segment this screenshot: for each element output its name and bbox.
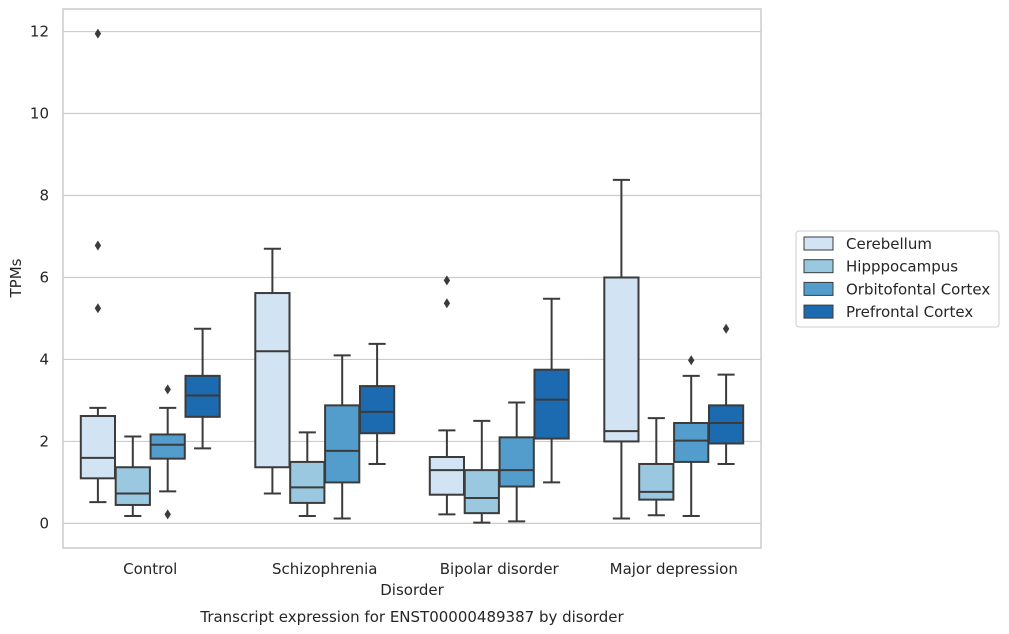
y-tick-label: 4 <box>39 350 49 368</box>
box <box>673 421 710 463</box>
outlier-point <box>94 240 102 251</box>
legend-label: Prefrontal Cortex <box>846 303 973 321</box>
box <box>638 462 675 501</box>
box-group <box>428 275 466 516</box>
x-axis-title: Disorder <box>380 581 444 599</box>
outlier-point <box>164 509 171 520</box>
outlier-point <box>722 323 730 334</box>
box <box>114 466 151 506</box>
x-tick-label: Bipolar disorder <box>440 560 560 578</box>
legend: Cerebellum Hipppocampus Orbitofontal Corte… <box>795 230 1000 328</box>
legend-label: Orbitofontal Cortex <box>846 280 990 298</box>
box-group <box>533 297 570 484</box>
x-axis-ticks: Control Schizophrenia Bipolar disorder Majo… <box>123 560 738 578</box>
box <box>707 404 745 445</box>
y-tick-label: 12 <box>30 23 49 41</box>
x-tick-label: Schizophrenia <box>272 560 377 578</box>
box <box>533 368 570 440</box>
legend-swatch <box>803 304 834 319</box>
legend-item: Cerebellum <box>803 235 932 253</box>
chart-title: Transcript expression for ENST0000048938… <box>199 608 624 626</box>
legend-item: Hipppocampus <box>803 258 958 276</box>
box <box>358 385 396 435</box>
legend-frame <box>795 230 1000 328</box>
box <box>289 460 326 504</box>
box-group <box>149 384 186 520</box>
box-group <box>114 435 151 518</box>
box-group <box>79 28 117 504</box>
box <box>463 469 500 515</box>
box <box>603 276 640 443</box>
box <box>324 404 361 484</box>
legend-items: Cerebellum Hipppocampus Orbitofontal Corte… <box>803 235 990 321</box>
y-tick-label: 0 <box>39 514 49 532</box>
legend-swatch <box>803 281 834 296</box>
plot-area <box>79 28 745 524</box>
outlier-point <box>688 355 695 366</box>
box-group <box>707 323 745 465</box>
box <box>498 436 535 488</box>
legend-swatch <box>803 236 834 251</box>
legend-item: Prefrontal Cortex <box>803 303 973 321</box>
y-tick-label: 6 <box>39 268 49 286</box>
outlier-point <box>164 384 171 395</box>
box-group <box>673 355 710 518</box>
box <box>428 456 466 496</box>
box <box>254 292 291 469</box>
legend-label: Cerebellum <box>846 235 932 253</box>
x-tick-label: Major depression <box>610 560 738 578</box>
box-group <box>184 327 221 450</box>
y-tick-label: 10 <box>30 105 49 123</box>
y-axis-title: TPMs <box>7 258 25 298</box>
box-group <box>289 431 326 518</box>
y-axis-ticks: 0 2 4 6 8 10 12 <box>30 23 49 533</box>
box <box>79 415 117 480</box>
x-tick-label: Control <box>123 560 177 578</box>
outlier-point <box>94 303 102 314</box>
outlier-point <box>443 298 451 309</box>
box <box>149 433 186 460</box>
box-group <box>603 178 640 520</box>
legend-label: Hipppocampus <box>846 258 958 276</box>
plot-frame <box>62 8 762 549</box>
box-group <box>638 417 675 517</box>
outlier-point <box>94 28 102 39</box>
box-group <box>498 401 535 523</box>
box-group <box>358 342 396 465</box>
outlier-point <box>443 275 451 286</box>
box-group <box>324 354 361 520</box>
legend-item: Orbitofontal Cortex <box>803 280 990 298</box>
y-tick-label: 2 <box>39 432 49 450</box>
box-group <box>463 419 500 524</box>
box-group <box>254 247 291 495</box>
y-tick-label: 8 <box>39 186 49 204</box>
legend-swatch <box>803 259 834 274</box>
